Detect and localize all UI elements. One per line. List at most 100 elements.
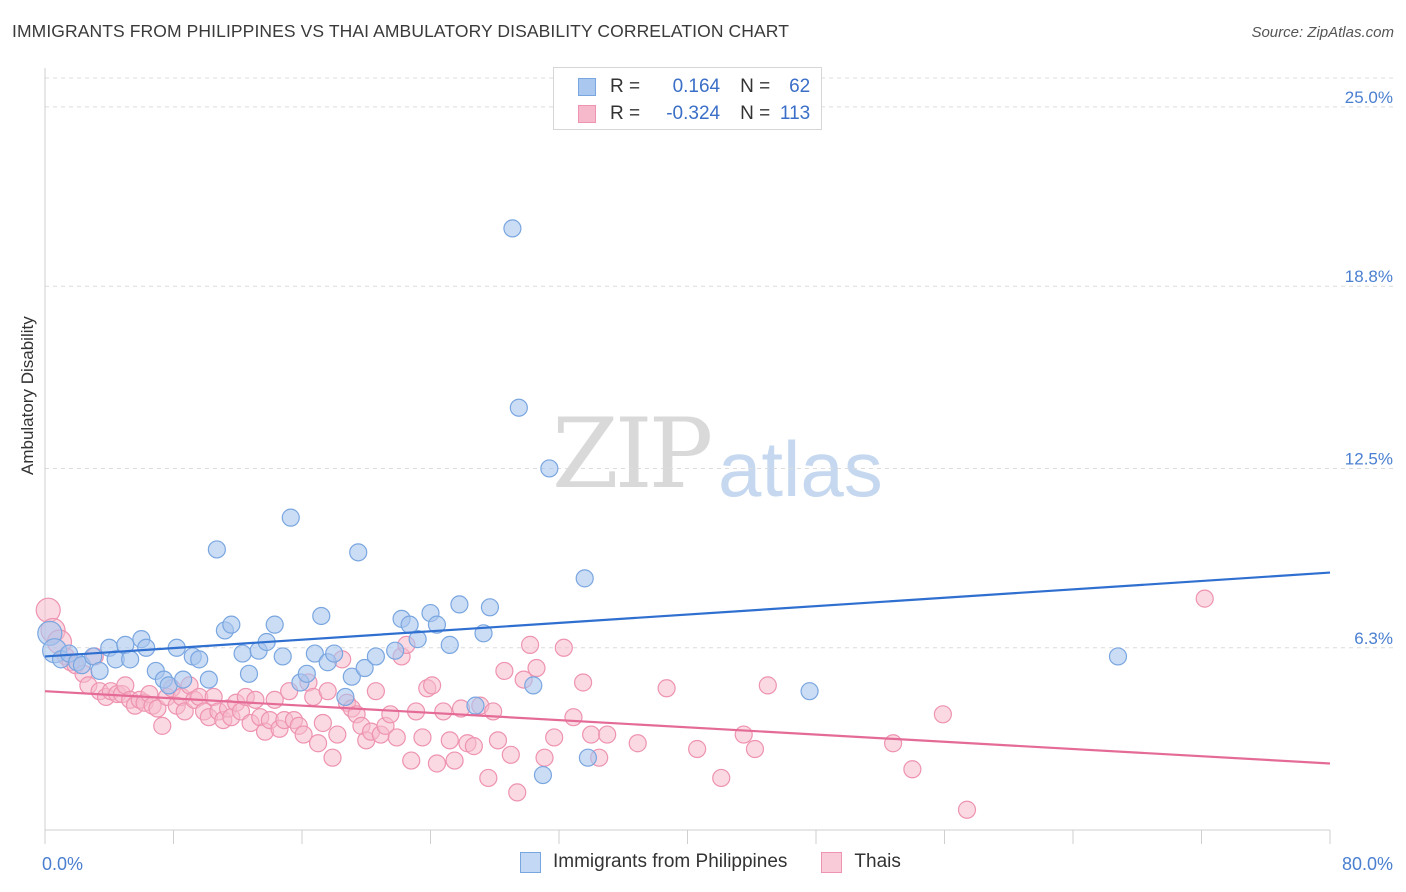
thais-point	[440, 731, 459, 750]
legend-n-value: 62	[789, 76, 811, 97]
thais-point	[366, 682, 385, 701]
philippines-point	[233, 644, 252, 663]
y-axis-label: Ambulatory Disability	[18, 316, 37, 475]
thais-point	[520, 635, 540, 654]
chart-title: IMMIGRANTS FROM PHILIPPINES VS THAI AMBU…	[12, 21, 790, 41]
thais-point	[495, 661, 514, 681]
philippines-point	[578, 748, 598, 767]
thais-point	[573, 673, 593, 692]
legend-r-value: 0.164	[672, 76, 721, 97]
thais-point	[628, 734, 647, 753]
legend-label-philippines: Immigrants from Philippines	[553, 851, 788, 872]
thais-point	[598, 725, 617, 744]
thais-point	[246, 690, 265, 709]
philippines-point	[199, 670, 218, 689]
thais-point	[323, 748, 342, 767]
thais-point	[1195, 589, 1214, 608]
thais-point	[381, 705, 400, 724]
thais-point	[903, 760, 922, 779]
grid-layer	[45, 77, 1395, 649]
legend-swatch-blue	[578, 78, 596, 96]
philippines-point	[305, 644, 324, 663]
philippines-point	[174, 670, 193, 689]
philippines-point	[540, 459, 559, 478]
legend-stats: R = 0.164 N = 62 R = -0.324 N = 113	[553, 67, 822, 130]
thais-point	[402, 751, 421, 770]
thais-point	[957, 800, 977, 819]
thais-point	[535, 748, 554, 767]
legend-item-thais: Thais	[821, 851, 901, 873]
legend-row-philippines: R = 0.164 N = 62	[578, 75, 810, 99]
thais-point	[445, 751, 464, 770]
y-tick-label: 12.5%	[1345, 449, 1393, 468]
philippines-point	[503, 219, 522, 238]
y-tick-label: 25.0%	[1345, 88, 1393, 107]
thais-point	[688, 739, 707, 759]
philippines-point	[533, 765, 553, 785]
philippines-point	[466, 696, 485, 715]
thais-point	[501, 745, 520, 764]
thais-point	[488, 731, 508, 750]
philippines-point	[800, 682, 819, 701]
thais-point	[734, 725, 753, 744]
philippines-point	[355, 658, 374, 678]
thais-point	[328, 725, 347, 744]
thais-point	[464, 737, 483, 756]
philippines-point	[342, 667, 361, 686]
legend-item-philippines: Immigrants from Philippines	[520, 851, 787, 873]
legend-label-thais: Thais	[854, 851, 901, 872]
philippines-point	[207, 540, 226, 559]
philippines-point	[325, 644, 344, 663]
legend-r-value: -0.324	[666, 103, 721, 124]
philippines-point	[366, 647, 385, 666]
philippines-point	[312, 606, 331, 626]
thais-point	[313, 713, 332, 733]
thais-point	[582, 725, 601, 744]
thais-point	[434, 702, 453, 721]
legend-swatch-pink	[821, 851, 843, 873]
thais-point	[758, 676, 777, 695]
legend-n-label: N =	[740, 76, 771, 97]
philippines-point	[281, 508, 300, 527]
thais-point	[564, 708, 583, 727]
philippines-point	[121, 650, 140, 669]
thais-trend-line	[44, 690, 1331, 765]
legend-r-label: R =	[610, 76, 641, 97]
philippines-point	[336, 687, 355, 707]
thais-point	[318, 682, 337, 701]
philippines-point	[1108, 647, 1128, 666]
thais-point	[554, 638, 573, 657]
thais-point	[657, 679, 676, 698]
philippines-point	[386, 641, 405, 660]
philippines-trend-line	[44, 571, 1331, 658]
thais-point	[427, 754, 447, 773]
trend-layer	[44, 571, 1331, 765]
thais-point	[745, 739, 765, 759]
thais-point	[527, 658, 546, 678]
philippines-point	[349, 543, 368, 562]
thais-point	[508, 783, 527, 802]
legend-swatch-blue	[520, 851, 541, 873]
philippines-point	[524, 676, 543, 695]
philippines-point	[450, 595, 469, 614]
philippines-point	[273, 647, 292, 666]
thais-point	[294, 725, 313, 744]
philippines-point	[427, 615, 447, 634]
philippines-point	[297, 664, 316, 683]
thais-point	[712, 768, 731, 788]
legend-series: Immigrants from Philippines Thais	[520, 851, 935, 873]
philippines-point	[440, 635, 459, 654]
philippines-point	[239, 664, 259, 683]
legend-r-label: R =	[610, 103, 641, 124]
philippines-point	[575, 569, 594, 588]
chart-source: Source: ZipAtlas.com	[1251, 24, 1394, 41]
y-tick-label: 6.3%	[1354, 629, 1393, 648]
axis-layer	[44, 68, 1331, 844]
x-tick-label: 0.0%	[42, 854, 83, 874]
philippines-point	[190, 650, 209, 669]
thais-point	[545, 728, 564, 747]
philippines-point	[408, 630, 427, 649]
x-tick-label: 80.0%	[1342, 854, 1393, 874]
legend-n-value: 113	[779, 103, 811, 124]
thais-point	[413, 728, 432, 747]
